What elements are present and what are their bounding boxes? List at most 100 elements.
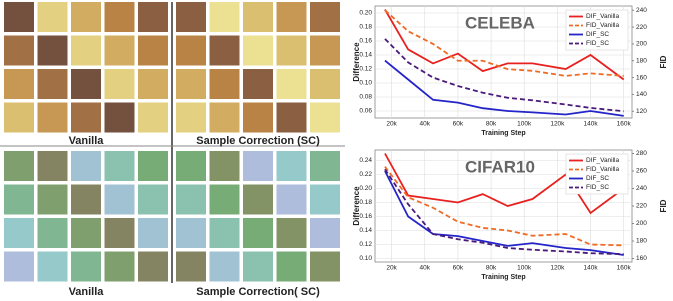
image-tile bbox=[176, 35, 206, 66]
image-tile bbox=[104, 102, 135, 133]
image-tile bbox=[176, 69, 206, 99]
image-tile bbox=[4, 151, 34, 181]
y2-tick-label: 180 bbox=[636, 57, 647, 64]
legend-label: DIF_Vanilla bbox=[586, 157, 620, 164]
image-tile bbox=[310, 2, 340, 32]
image-tile bbox=[276, 35, 307, 66]
image-tile bbox=[4, 35, 34, 66]
image-tile bbox=[104, 218, 135, 248]
y-tick-label: 0.16 bbox=[359, 213, 372, 220]
y2-tick-label: 200 bbox=[636, 41, 647, 48]
image-tile bbox=[209, 184, 240, 215]
image-tile bbox=[243, 251, 273, 282]
y2-tick-label: 220 bbox=[636, 24, 647, 31]
image-tile bbox=[4, 218, 34, 248]
y-axis-title: Difference bbox=[352, 42, 361, 82]
image-tile bbox=[176, 218, 206, 248]
image-tile bbox=[4, 2, 34, 32]
y-tick-label: 0.14 bbox=[359, 52, 372, 59]
image-tile bbox=[276, 251, 307, 282]
image-tile bbox=[176, 151, 206, 181]
image-tile bbox=[104, 184, 135, 215]
image-tile bbox=[71, 69, 101, 99]
image-tile bbox=[104, 69, 135, 99]
image-tile bbox=[310, 251, 340, 282]
x-tick-label: 100k bbox=[517, 121, 532, 128]
image-tile bbox=[37, 218, 68, 248]
image-tile bbox=[209, 251, 240, 282]
image-tile bbox=[276, 69, 307, 99]
image-tile bbox=[310, 69, 340, 99]
image-tile bbox=[138, 151, 168, 181]
image-tile bbox=[209, 35, 240, 66]
y-tick-label: 0.06 bbox=[359, 108, 372, 115]
data-line bbox=[384, 168, 624, 256]
x-axis-title: Training Step bbox=[481, 130, 525, 137]
image-tile bbox=[71, 2, 101, 32]
legend-label: FID_SC bbox=[586, 40, 609, 47]
y2-tick-label: 180 bbox=[636, 238, 647, 245]
y-tick-label: 0.16 bbox=[359, 38, 372, 45]
x-tick-label: 20k bbox=[386, 265, 397, 272]
image-tile bbox=[71, 251, 101, 282]
y-tick-label: 0.12 bbox=[359, 241, 372, 248]
y-tick-label: 0.10 bbox=[359, 255, 372, 262]
image-tile bbox=[243, 218, 273, 248]
x-axis-title: Training Step bbox=[481, 274, 525, 281]
panel-label: Sample Correction (SC) bbox=[196, 135, 320, 147]
legend-label: DIF_SC bbox=[586, 175, 609, 182]
image-tile bbox=[276, 184, 307, 215]
image-tile bbox=[310, 218, 340, 248]
image-tile bbox=[176, 102, 206, 133]
image-tile bbox=[138, 184, 168, 215]
image-tile bbox=[104, 35, 135, 66]
y-tick-label: 0.24 bbox=[359, 157, 372, 164]
x-tick-label: 60k bbox=[453, 265, 464, 272]
data-line bbox=[384, 38, 624, 113]
chart-title: CELEBA bbox=[465, 13, 535, 32]
image-tile bbox=[138, 251, 168, 282]
image-tile bbox=[4, 102, 34, 133]
y-tick-label: 0.20 bbox=[359, 185, 372, 192]
image-tile bbox=[104, 2, 135, 32]
y-tick-label: 0.18 bbox=[359, 199, 372, 206]
image-tile bbox=[104, 151, 135, 181]
image-tile bbox=[71, 184, 101, 215]
panel-label: Vanilla bbox=[69, 135, 105, 147]
panel-label: Vanilla bbox=[69, 286, 105, 298]
image-tile bbox=[276, 218, 307, 248]
image-tile bbox=[37, 35, 68, 66]
image-tile bbox=[276, 102, 307, 133]
chart-title: CIFAR10 bbox=[465, 157, 535, 176]
image-tile bbox=[176, 251, 206, 282]
y2-axis-title: FID bbox=[659, 55, 668, 68]
image-tile bbox=[4, 184, 34, 215]
x-tick-label: 120k bbox=[550, 265, 565, 272]
image-tile bbox=[71, 35, 101, 66]
image-tile bbox=[310, 35, 340, 66]
y2-tick-label: 240 bbox=[636, 185, 647, 192]
legend-label: FID_SC bbox=[586, 184, 609, 191]
image-tile bbox=[37, 151, 68, 181]
image-tile bbox=[243, 2, 273, 32]
data-line bbox=[384, 59, 624, 117]
y-tick-label: 0.22 bbox=[359, 171, 372, 178]
y2-tick-label: 140 bbox=[636, 91, 647, 98]
image-tile bbox=[209, 218, 240, 248]
legend-label: FID_Vanilla bbox=[586, 22, 620, 29]
image-tile bbox=[71, 218, 101, 248]
image-tile bbox=[71, 151, 101, 181]
image-tile bbox=[37, 184, 68, 215]
image-tile bbox=[310, 184, 340, 215]
image-tile bbox=[37, 251, 68, 282]
image-tile bbox=[243, 102, 273, 133]
image-tile bbox=[138, 69, 168, 99]
data-line bbox=[384, 166, 624, 247]
x-tick-label: 40k bbox=[419, 265, 430, 272]
image-tile bbox=[37, 69, 68, 99]
y2-tick-label: 160 bbox=[636, 255, 647, 262]
image-tile bbox=[37, 2, 68, 32]
image-tile bbox=[176, 184, 206, 215]
y-tick-label: 0.20 bbox=[359, 10, 372, 17]
image-tile bbox=[71, 102, 101, 133]
